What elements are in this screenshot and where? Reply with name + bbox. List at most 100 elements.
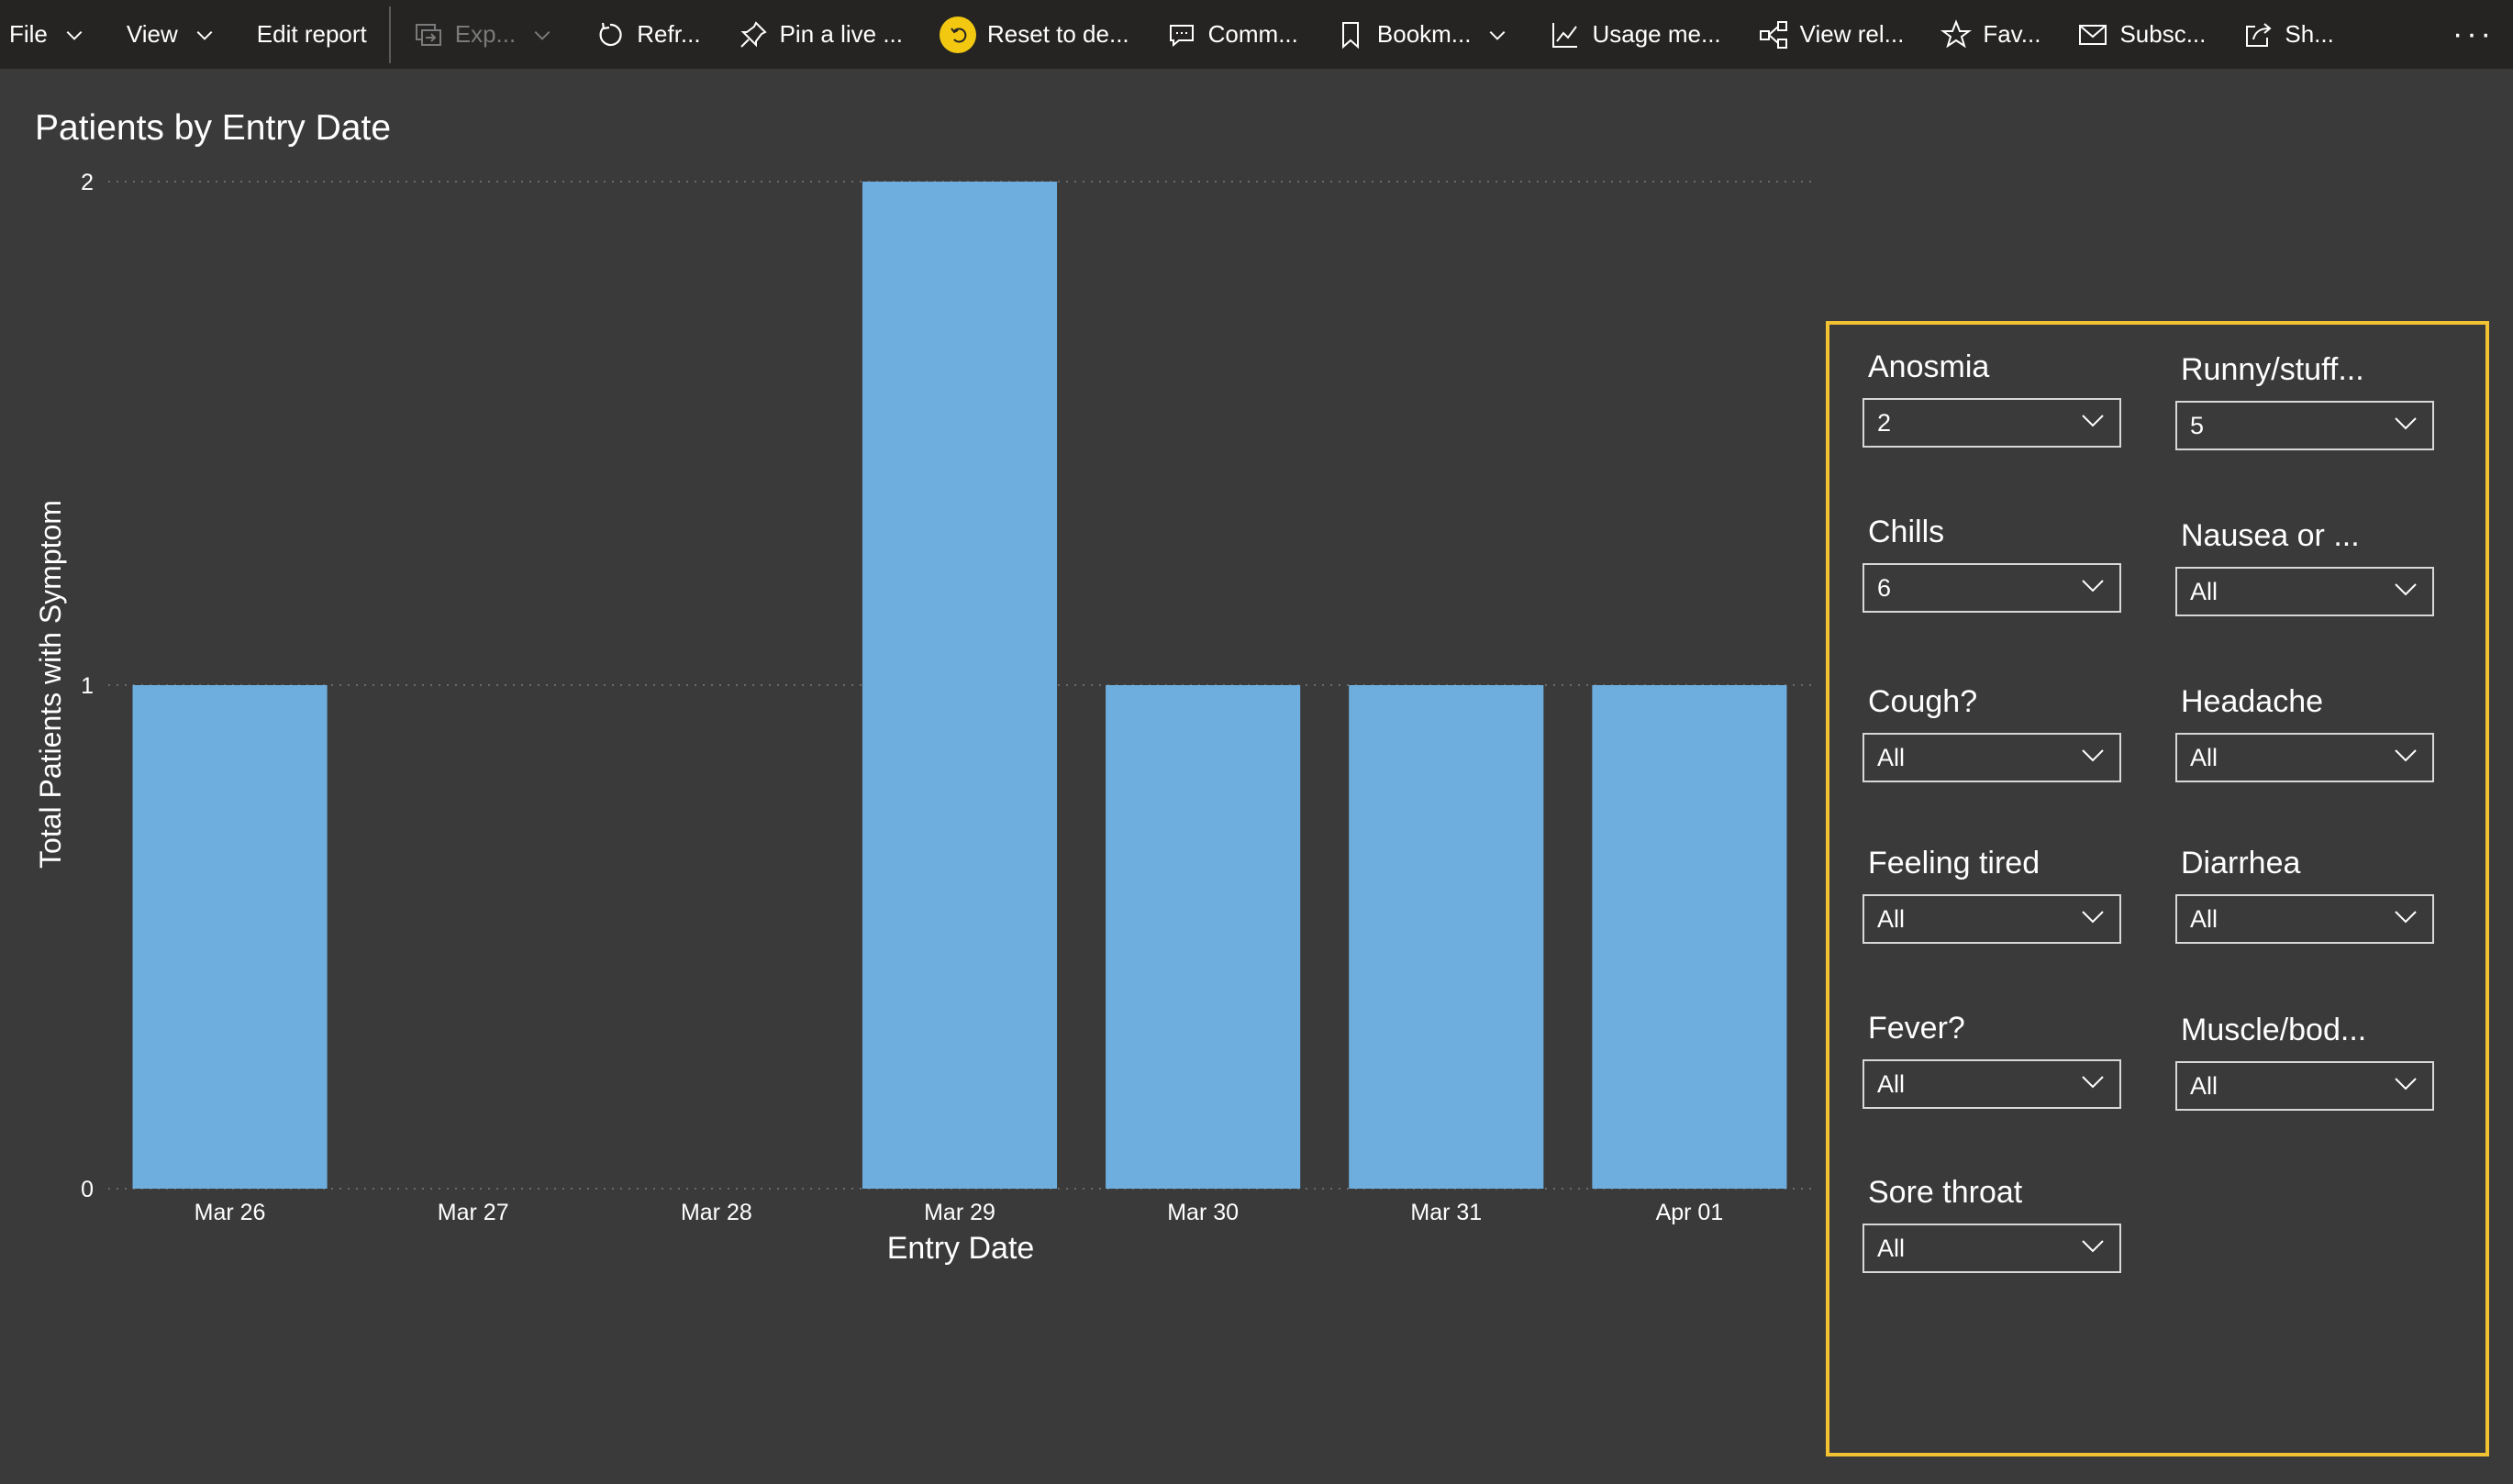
export-label: Exp... bbox=[454, 20, 517, 48]
slicer-5: Cough? All bbox=[1863, 681, 2121, 782]
slicer-title: Feeling tired bbox=[1868, 846, 2040, 880]
slicer-selected-value: All bbox=[2190, 743, 2218, 771]
line-chart-icon bbox=[1550, 19, 1581, 50]
y-tick-label: 1 bbox=[81, 673, 94, 699]
slicer-title: Chills bbox=[1868, 515, 1945, 549]
slicer-dropdown[interactable]: All bbox=[1863, 894, 2121, 944]
bar-apr-01[interactable] bbox=[1592, 685, 1787, 1189]
chevron-down-icon bbox=[2079, 1232, 2107, 1266]
reset-to-default-label: Reset to de... bbox=[987, 20, 1129, 48]
x-tick-label: Mar 28 bbox=[681, 1200, 752, 1225]
bar-mar-26[interactable] bbox=[132, 685, 328, 1189]
refresh-button[interactable]: Refr... bbox=[576, 0, 718, 69]
slicer-3: Chills 6 bbox=[1863, 512, 2121, 613]
comments-label: Comm... bbox=[1207, 20, 1298, 48]
related-icon bbox=[1758, 19, 1789, 50]
x-tick-label: Mar 26 bbox=[195, 1200, 266, 1225]
slicer-title: Headache bbox=[2181, 684, 2324, 719]
y-tick-label: 0 bbox=[81, 1177, 94, 1202]
refresh-label: Refr... bbox=[637, 20, 701, 48]
bookmark-icon bbox=[1335, 19, 1366, 50]
slicer-dropdown[interactable]: All bbox=[1863, 1224, 2121, 1273]
x-tick-label: Mar 29 bbox=[924, 1200, 995, 1225]
slicer-selected-value: 6 bbox=[1877, 573, 1892, 602]
share-icon bbox=[2242, 19, 2274, 50]
view-menu[interactable]: View bbox=[108, 0, 239, 69]
chevron-down-icon bbox=[2392, 741, 2419, 775]
slicer-4: Nausea or ... All bbox=[2175, 515, 2434, 616]
slicer-2: Runny/stuff... 5 bbox=[2175, 349, 2434, 450]
file-menu[interactable]: File bbox=[0, 0, 108, 69]
comment-icon bbox=[1166, 19, 1197, 50]
slicer-9: Fever? All bbox=[1863, 1008, 2121, 1109]
chevron-down-icon bbox=[1482, 19, 1513, 50]
edit-report-label: Edit report bbox=[256, 20, 367, 48]
usage-metrics-label: Usage me... bbox=[1592, 20, 1721, 48]
view-related-button[interactable]: View rel... bbox=[1740, 0, 1923, 69]
slicer-title: Cough? bbox=[1868, 684, 1978, 719]
chevron-down-icon bbox=[2392, 1069, 2419, 1103]
slicer-dropdown[interactable]: All bbox=[1863, 733, 2121, 782]
slicer-7: Feeling tired All bbox=[1863, 843, 2121, 944]
pin-live-page-button[interactable]: Pin a live ... bbox=[719, 0, 921, 69]
star-icon bbox=[1940, 18, 1973, 50]
slicer-selected-value: All bbox=[1877, 1069, 1906, 1098]
x-tick-label: Apr 01 bbox=[1656, 1200, 1724, 1225]
edit-report-button[interactable]: Edit report bbox=[239, 0, 385, 69]
usage-metrics-button[interactable]: Usage me... bbox=[1531, 0, 1739, 69]
favorite-label: Fav... bbox=[1983, 20, 2041, 48]
slicer-selected-value: All bbox=[1877, 743, 1906, 771]
slicer-dropdown[interactable]: All bbox=[2175, 1061, 2434, 1111]
slicer-selected-value: All bbox=[1877, 904, 1906, 933]
chevron-down-icon bbox=[2079, 406, 2107, 440]
slicer-dropdown[interactable]: All bbox=[2175, 733, 2434, 782]
y-axis-title: Total Patients with Symptom bbox=[34, 500, 67, 869]
slicer-title: Diarrhea bbox=[2181, 846, 2301, 880]
chevron-down-icon bbox=[59, 19, 90, 50]
y-tick-label: 2 bbox=[81, 170, 94, 195]
chevron-down-icon bbox=[189, 19, 220, 50]
slicer-dropdown[interactable]: 6 bbox=[1863, 563, 2121, 613]
x-tick-label: Mar 30 bbox=[1167, 1200, 1239, 1225]
comments-button[interactable]: Comm... bbox=[1148, 0, 1317, 69]
favorite-button[interactable]: Fav... bbox=[1922, 0, 2059, 69]
x-tick-label: Mar 31 bbox=[1410, 1200, 1482, 1225]
x-tick-label: Mar 27 bbox=[438, 1200, 509, 1225]
bar-mar-30[interactable] bbox=[1106, 685, 1301, 1189]
export-icon bbox=[413, 19, 444, 50]
slicer-8: Diarrhea All bbox=[2175, 843, 2434, 944]
chevron-down-icon bbox=[2392, 409, 2419, 443]
subscribe-button[interactable]: Subsc... bbox=[2059, 0, 2224, 69]
view-related-label: View rel... bbox=[1799, 20, 1905, 48]
bar-mar-29[interactable] bbox=[862, 182, 1058, 1189]
bookmarks-menu[interactable]: Bookm... bbox=[1317, 0, 1532, 69]
slicer-selected-value: All bbox=[2190, 904, 2218, 933]
chevron-down-icon bbox=[2392, 575, 2419, 609]
chevron-down-icon bbox=[2079, 741, 2107, 775]
slicer-dropdown[interactable]: All bbox=[2175, 567, 2434, 616]
slicer-6: Headache All bbox=[2175, 681, 2434, 782]
slicer-title: Muscle/bod... bbox=[2181, 1013, 2367, 1047]
toolbar-divider bbox=[388, 6, 391, 63]
export-menu[interactable]: Exp... bbox=[395, 0, 576, 69]
chevron-down-icon bbox=[2079, 1068, 2107, 1102]
slicer-selected-value: All bbox=[1877, 1234, 1906, 1262]
slicer-dropdown[interactable]: All bbox=[1863, 1059, 2121, 1109]
slicer-dropdown[interactable]: All bbox=[2175, 894, 2434, 944]
subscribe-label: Subsc... bbox=[2119, 20, 2207, 48]
file-menu-label: File bbox=[9, 20, 48, 48]
chart-title: Patients by Entry Date bbox=[35, 108, 392, 148]
slicer-selected-value: All bbox=[2190, 577, 2218, 605]
slicer-dropdown[interactable]: 2 bbox=[1863, 398, 2121, 448]
slicer-dropdown[interactable]: 5 bbox=[2175, 401, 2434, 450]
share-label: Sh... bbox=[2285, 20, 2334, 48]
more-options-button[interactable]: ··· bbox=[2452, 17, 2495, 51]
slicer-selected-value: All bbox=[2190, 1071, 2218, 1100]
pin-icon bbox=[738, 19, 769, 50]
share-button[interactable]: Sh... bbox=[2224, 0, 2352, 69]
slicer-10: Muscle/bod... All bbox=[2175, 1010, 2434, 1111]
slicer-title: Nausea or ... bbox=[2181, 518, 2360, 553]
reset-to-default-button[interactable]: Reset to de... bbox=[921, 0, 1148, 69]
bar-mar-31[interactable] bbox=[1349, 685, 1544, 1189]
